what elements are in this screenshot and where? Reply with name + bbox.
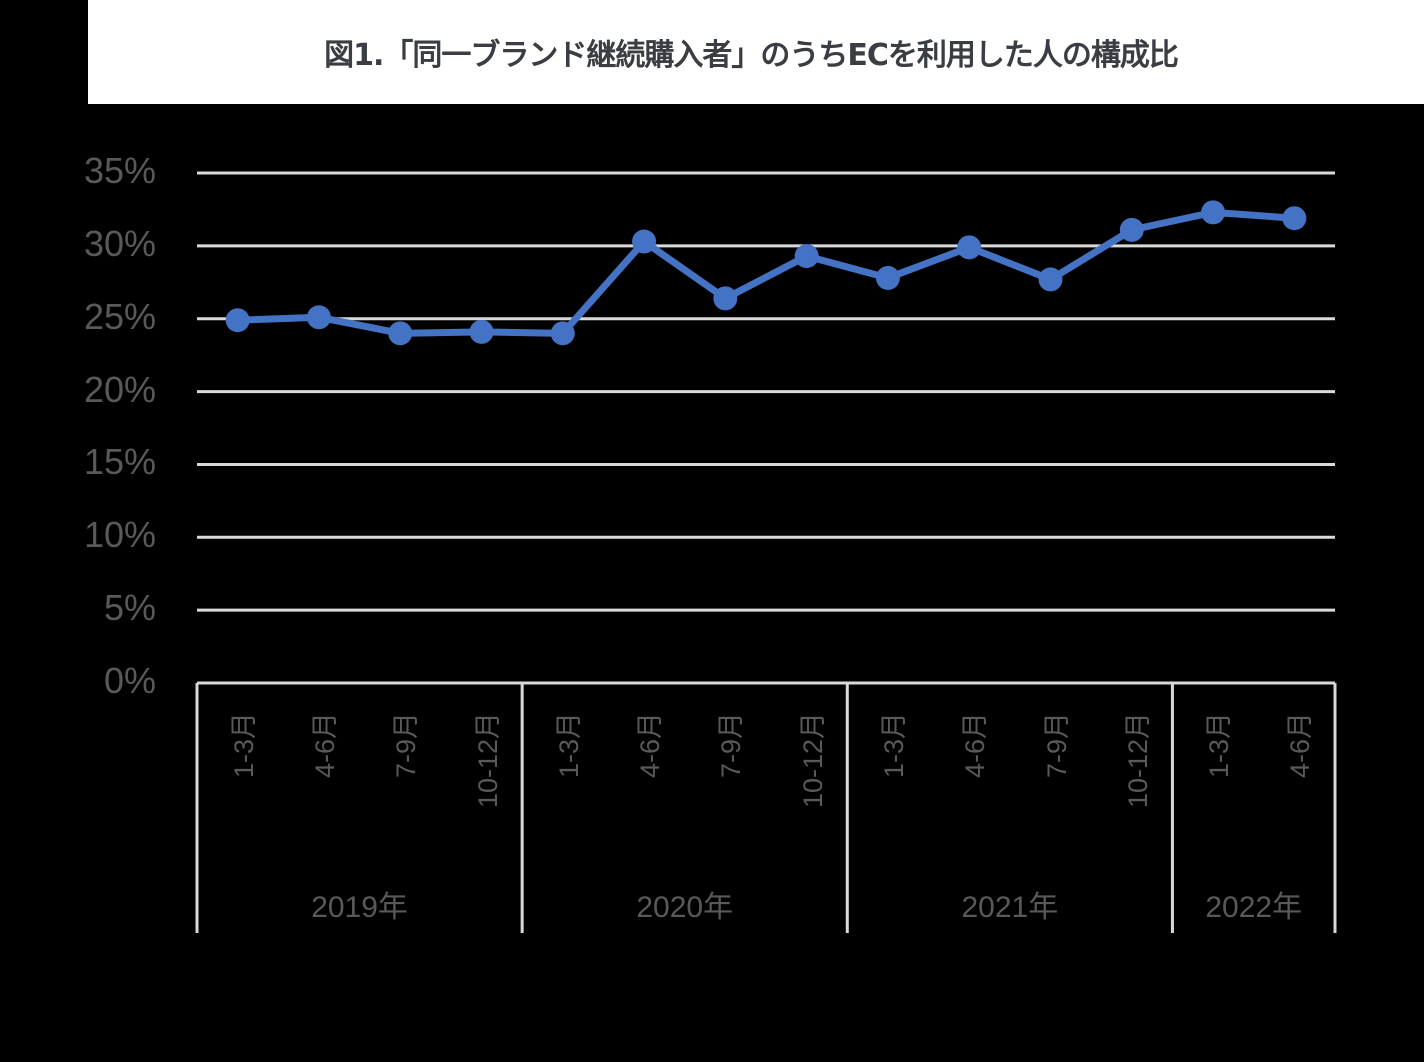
data-point-marker[interactable]	[550, 321, 575, 346]
data-point-marker[interactable]	[225, 308, 250, 333]
series-line	[237, 208, 1295, 337]
y-tick-label: 20%	[83, 368, 156, 410]
data-point-marker[interactable]	[1201, 200, 1226, 225]
data-point-marker[interactable]	[1282, 206, 1307, 231]
y-tick-label: 10%	[83, 514, 156, 556]
x-tick-label: 7-9月	[391, 711, 422, 778]
x-tick-label: 1-3月	[228, 711, 259, 778]
data-point-marker[interactable]	[1038, 267, 1063, 292]
x-group-label: 2022年	[1205, 891, 1303, 924]
y-tick-label: 5%	[103, 587, 156, 629]
x-tick-label: 4-6月	[309, 711, 340, 778]
y-tick-label: 30%	[83, 222, 156, 264]
data-point-marker[interactable]	[306, 305, 331, 330]
x-group-label: 2021年	[961, 891, 1059, 924]
chart-title: 図1.「同一ブランド継続購入者」のうちECを利用した人の構成比	[324, 38, 1179, 73]
x-tick-label: 7-9月	[1041, 711, 1072, 778]
x-group-label: 2020年	[636, 891, 734, 924]
y-tick-label: 25%	[83, 295, 156, 337]
x-tick-label: 10-12月	[472, 711, 503, 808]
chart-title-box: 図1.「同一ブランド継続購入者」のうちECを利用した人の構成比	[88, 0, 1424, 104]
data-point-marker[interactable]	[1119, 217, 1144, 242]
x-tick-label: 7-9月	[716, 711, 747, 778]
y-tick-label: 35%	[83, 150, 156, 192]
data-point-marker[interactable]	[794, 244, 819, 269]
data-point-marker[interactable]	[957, 235, 982, 260]
data-point-marker[interactable]	[875, 265, 900, 290]
x-tick-label: 10-12月	[797, 711, 828, 808]
data-point-marker[interactable]	[388, 321, 413, 346]
x-group-label: 2019年	[311, 891, 408, 924]
x-tick-label: 1-3月	[1204, 711, 1235, 778]
y-tick-label: 15%	[83, 441, 156, 483]
data-point-marker[interactable]	[469, 319, 494, 344]
data-point-marker[interactable]	[632, 229, 657, 254]
x-tick-label: 4-6月	[960, 711, 991, 778]
data-point-marker[interactable]	[713, 286, 738, 311]
y-tick-label: 0%	[103, 660, 156, 701]
x-tick-label: 4-6月	[1285, 711, 1316, 778]
x-tick-label: 1-3月	[878, 711, 909, 778]
x-tick-label: 4-6月	[635, 711, 666, 778]
x-tick-label: 10-12月	[1122, 711, 1153, 808]
x-tick-label: 1-3月	[553, 711, 584, 778]
